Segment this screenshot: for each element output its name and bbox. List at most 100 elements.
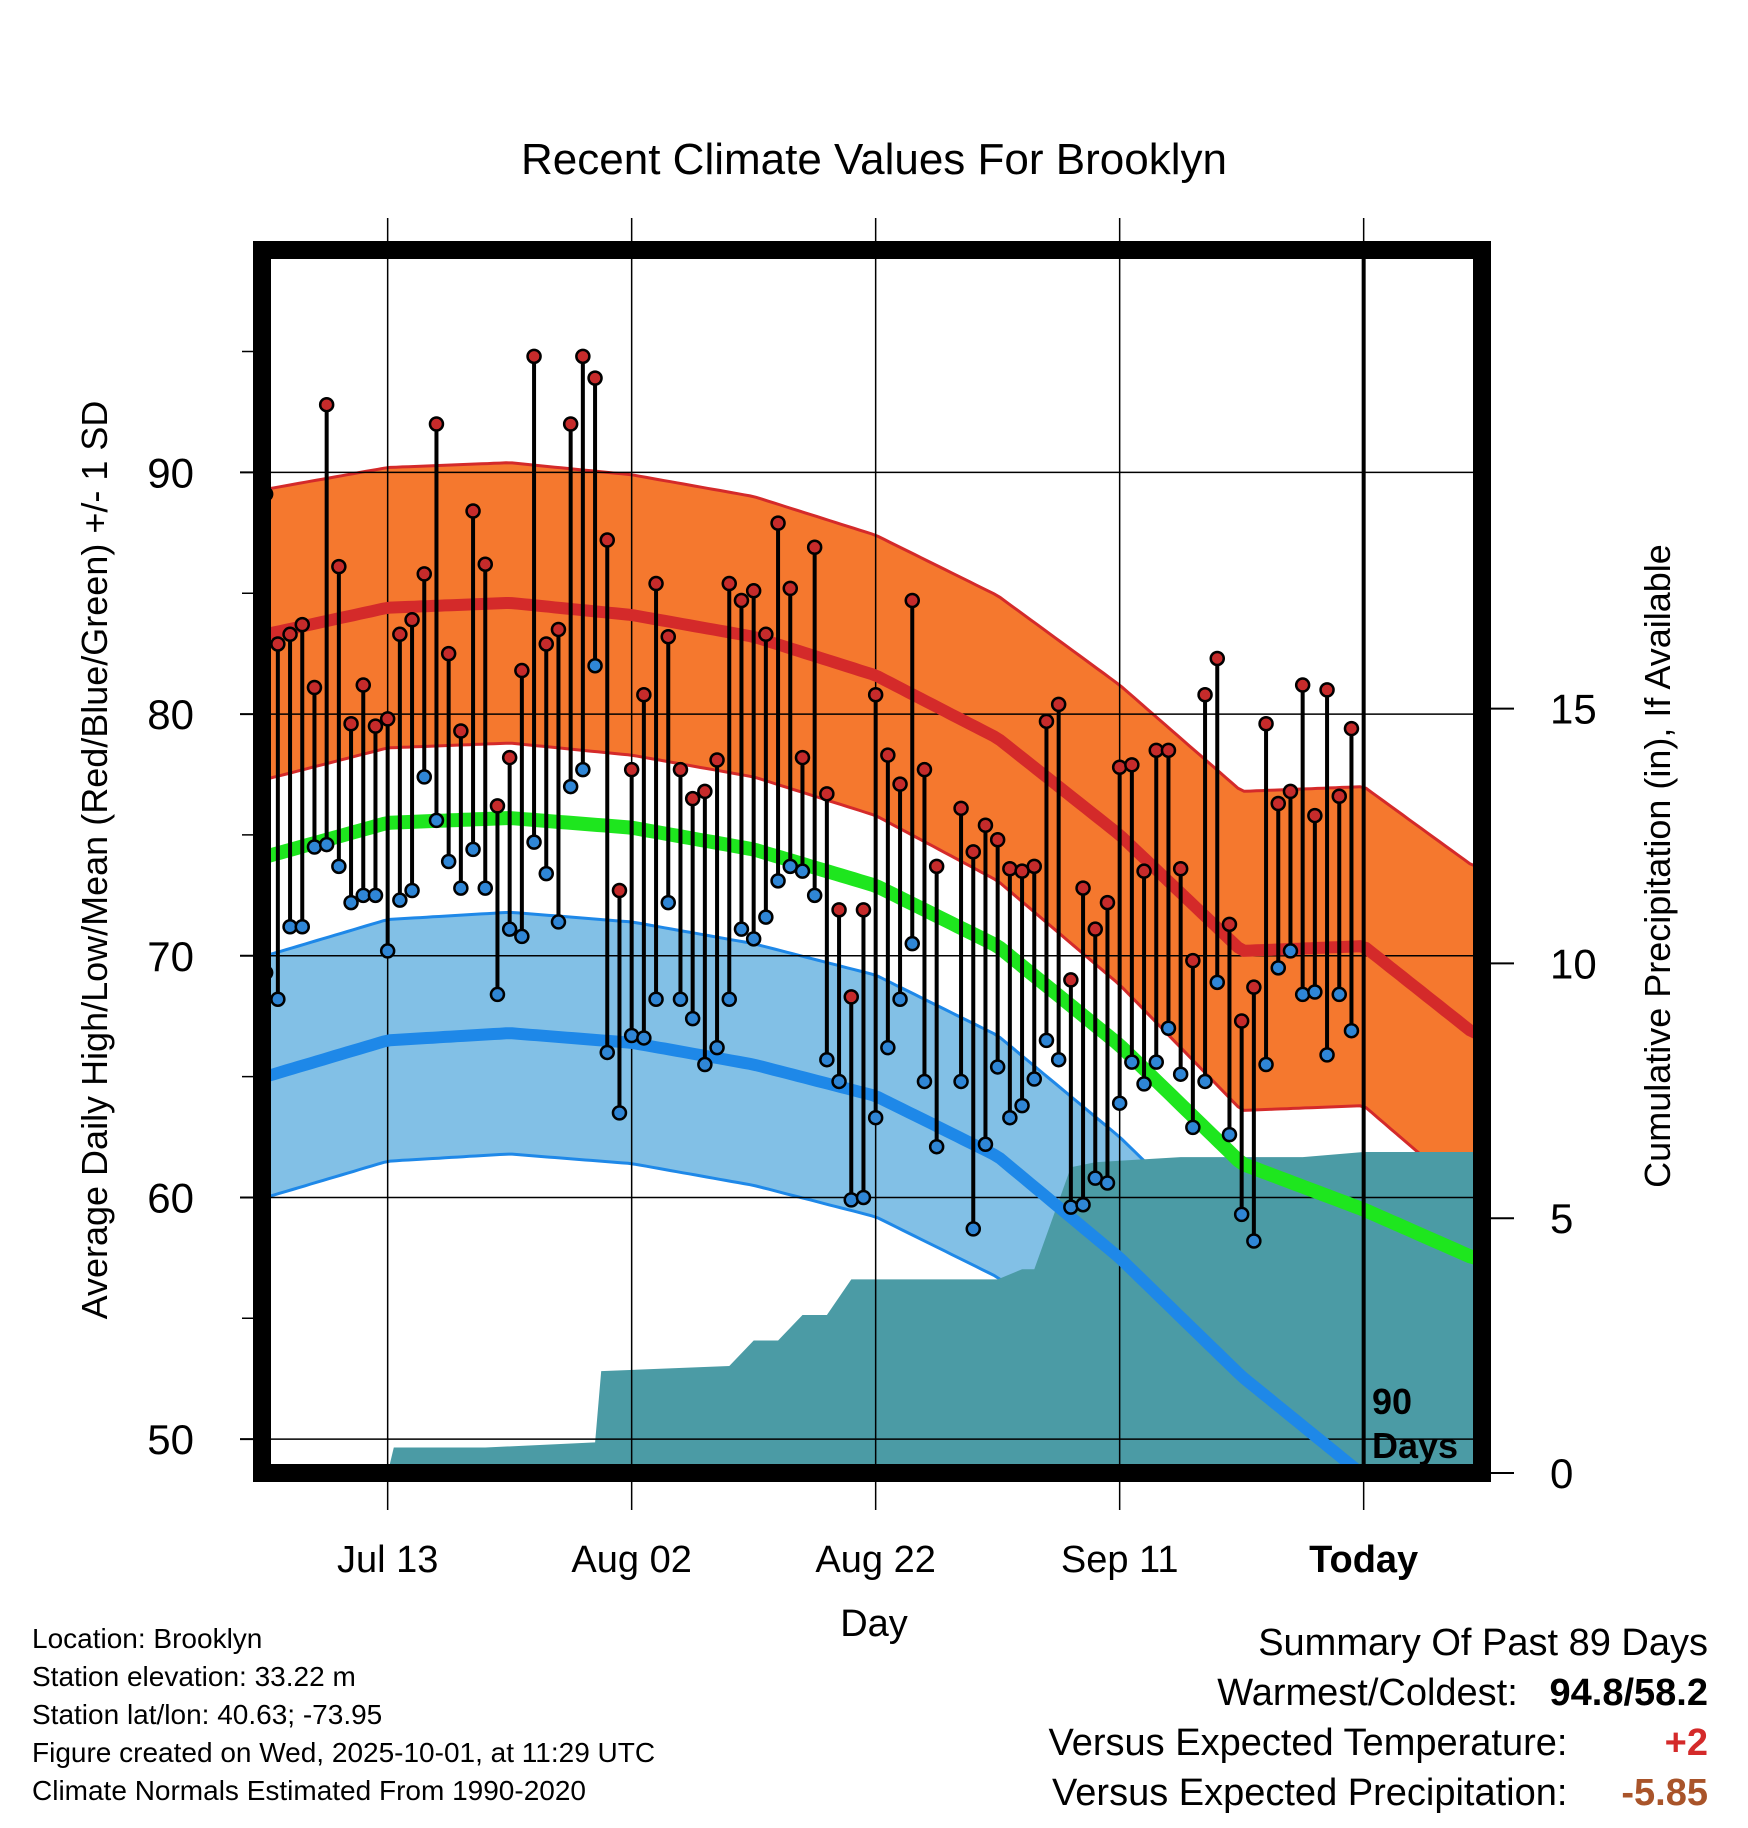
y2-tick-label: 0: [1550, 1450, 1573, 1497]
today-label-days: Days: [1372, 1425, 1458, 1466]
daily-high-point: [465, 503, 481, 519]
daily-low-point: [1307, 984, 1323, 1000]
daily-low-point: [672, 991, 689, 1008]
daily-low-point: [745, 931, 762, 947]
daily-high-point: [392, 626, 408, 643]
daily-high-point: [538, 636, 555, 652]
daily-high-point: [1075, 880, 1091, 896]
y2-axis-label: Cumulative Precipitation (in), If Availa…: [1637, 544, 1678, 1188]
precip-area: [387, 1152, 1482, 1473]
daily-high-point: [1331, 788, 1348, 804]
daily-low-point: [1319, 1047, 1335, 1063]
daily-low-point: [1136, 1076, 1152, 1092]
daily-high-point: [599, 532, 616, 548]
daily-low-point: [758, 909, 774, 925]
daily-high-point: [575, 348, 591, 365]
x-axis-label: Day: [840, 1603, 908, 1645]
normal-high-band-lower-edge: [262, 741, 1482, 1202]
daily-high-point: [1197, 686, 1213, 703]
daily-low-point: [294, 919, 311, 935]
daily-low-point: [1160, 1020, 1177, 1037]
daily-low-point: [648, 991, 664, 1008]
info-location: Location: Brooklyn: [32, 1623, 263, 1654]
daily-low-point: [1148, 1054, 1165, 1070]
daily-high-point: [1087, 921, 1104, 937]
summary-warmest-label: Warmest/Coldest:: [1217, 1672, 1518, 1714]
daily-low-point: [1294, 986, 1311, 1003]
daily-high-point: [806, 539, 823, 556]
daily-low-point: [1063, 1199, 1079, 1215]
daily-high-point: [904, 592, 921, 609]
summary-temp-value: +2: [1664, 1722, 1708, 1764]
daily-high-point: [1002, 861, 1018, 877]
daily-high-point: [1185, 952, 1201, 969]
x-tick-label: Aug 22: [815, 1539, 935, 1581]
daily-low-point: [1258, 1056, 1274, 1073]
daily-low-point: [1331, 986, 1348, 1003]
daily-low-point: [1050, 1051, 1067, 1068]
daily-high-point: [1111, 759, 1128, 775]
daily-high-point: [867, 686, 884, 703]
daily-high-point: [916, 761, 933, 778]
daily-high-point: [355, 677, 372, 693]
daily-high-point: [745, 583, 762, 599]
daily-high-point: [282, 626, 298, 643]
daily-high-point: [819, 786, 835, 802]
daily-low-point: [550, 914, 567, 930]
x-tick-label: Jul 13: [337, 1539, 438, 1581]
daily-high-point: [855, 902, 872, 918]
daily-high-point: [379, 711, 396, 727]
daily-high-point: [977, 817, 994, 833]
daily-high-point: [1209, 650, 1226, 667]
daily-low-point: [989, 1059, 1006, 1075]
daily-high-point: [294, 616, 311, 633]
daily-low-point: [965, 1221, 982, 1237]
daily-high-point: [1136, 863, 1152, 879]
daily-low-point: [1026, 1071, 1043, 1087]
daily-high-point: [1050, 696, 1067, 713]
daily-low-point: [977, 1136, 994, 1153]
summary-heading: Summary Of Past 89 Days: [1258, 1622, 1708, 1664]
plot-frame: [253, 241, 1491, 1482]
daily-high-point: [306, 679, 323, 696]
daily-high-point: [721, 575, 738, 592]
daily-low-point: [1099, 1175, 1116, 1191]
daily-low-point: [892, 991, 908, 1008]
daily-high-point: [1282, 783, 1299, 800]
daily-low-point: [379, 943, 396, 959]
daily-high-point: [343, 715, 359, 732]
daily-high-point: [697, 783, 713, 800]
daily-high-point: [758, 626, 774, 643]
daily-low-point: [1124, 1054, 1140, 1070]
daily-high-point: [648, 575, 664, 592]
daily-low-point: [306, 839, 323, 855]
daily-low-point: [636, 1030, 652, 1046]
daily-low-point: [477, 880, 494, 896]
daily-low-point: [392, 892, 408, 908]
daily-low-point: [806, 887, 823, 904]
x-tick-label: Sep 11: [1061, 1539, 1179, 1581]
x-tick-label: Today: [1309, 1539, 1418, 1581]
daily-high-point: [782, 580, 799, 597]
daily-low-point: [684, 1010, 701, 1027]
y-axis-label: Average Daily High/Low/Mean (Red/Blue/Gr…: [74, 401, 115, 1320]
daily-low-point: [819, 1051, 835, 1068]
daily-low-point: [660, 894, 677, 911]
daily-low-point: [721, 991, 738, 1008]
daily-high-point: [892, 776, 908, 792]
daily-low-point: [404, 882, 420, 899]
daily-low-point: [1209, 974, 1226, 991]
daily-low-point: [916, 1073, 933, 1090]
daily-high-point: [1160, 742, 1177, 759]
daily-low-point: [1246, 1233, 1262, 1249]
daily-high-point: [270, 636, 286, 652]
daily-high-point: [526, 348, 542, 365]
daily-low-point: [611, 1105, 628, 1121]
daily-high-point: [477, 556, 494, 572]
summary-warmest: 94.8: [1549, 1672, 1624, 1714]
daily-low-point: [587, 657, 603, 674]
daily-low-point: [465, 841, 481, 858]
daily-low-point: [623, 1027, 640, 1044]
daily-low-point: [1343, 1022, 1360, 1039]
daily-low-point: [501, 921, 518, 937]
